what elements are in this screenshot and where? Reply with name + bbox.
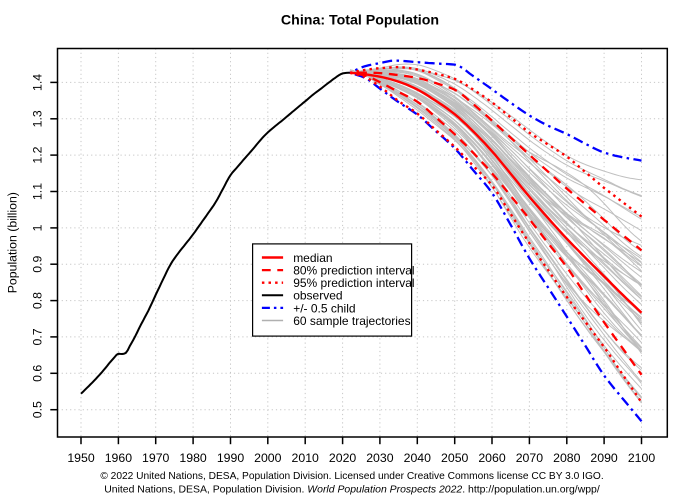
svg-text:1960: 1960 — [105, 451, 133, 465]
svg-text:Population (billion): Population (billion) — [6, 192, 20, 293]
svg-text:2060: 2060 — [478, 451, 506, 465]
svg-text:median: median — [293, 251, 332, 265]
svg-text:0.6: 0.6 — [30, 365, 44, 382]
svg-text:95% prediction interval: 95% prediction interval — [293, 276, 414, 290]
svg-text:China: Total Population: China: Total Population — [281, 12, 439, 28]
svg-text:2070: 2070 — [516, 451, 544, 465]
svg-text:0.5: 0.5 — [30, 401, 44, 418]
svg-text:0.7: 0.7 — [30, 328, 44, 345]
svg-text:2040: 2040 — [404, 451, 432, 465]
svg-text:1: 1 — [30, 224, 44, 231]
svg-text:60 sample trajectories: 60 sample trajectories — [293, 314, 410, 328]
svg-text:1.2: 1.2 — [30, 146, 44, 163]
svg-text:2080: 2080 — [553, 451, 581, 465]
svg-text:2020: 2020 — [329, 451, 357, 465]
svg-text:0.8: 0.8 — [30, 292, 44, 309]
svg-text:2090: 2090 — [590, 451, 618, 465]
svg-text:1990: 1990 — [217, 451, 245, 465]
svg-text:2000: 2000 — [254, 451, 282, 465]
svg-text:1.3: 1.3 — [30, 110, 44, 127]
svg-text:© 2022 United Nations, DESA, P: © 2022 United Nations, DESA, Population … — [100, 471, 603, 482]
svg-text:1980: 1980 — [179, 451, 207, 465]
svg-text:2050: 2050 — [441, 451, 469, 465]
svg-text:1950: 1950 — [67, 451, 95, 465]
svg-text:1.4: 1.4 — [30, 74, 44, 91]
svg-text:2030: 2030 — [366, 451, 394, 465]
svg-text:1.1: 1.1 — [30, 183, 44, 200]
svg-text:80% prediction interval: 80% prediction interval — [293, 264, 414, 278]
svg-text:2010: 2010 — [292, 451, 320, 465]
svg-text:United Nations, DESA, Populati: United Nations, DESA, Population Divisio… — [104, 485, 600, 496]
svg-text:observed: observed — [293, 289, 342, 303]
svg-text:0.9: 0.9 — [30, 255, 44, 272]
svg-text:+/- 0.5 child: +/- 0.5 child — [293, 301, 355, 315]
svg-text:2100: 2100 — [628, 451, 656, 465]
svg-text:1970: 1970 — [142, 451, 170, 465]
